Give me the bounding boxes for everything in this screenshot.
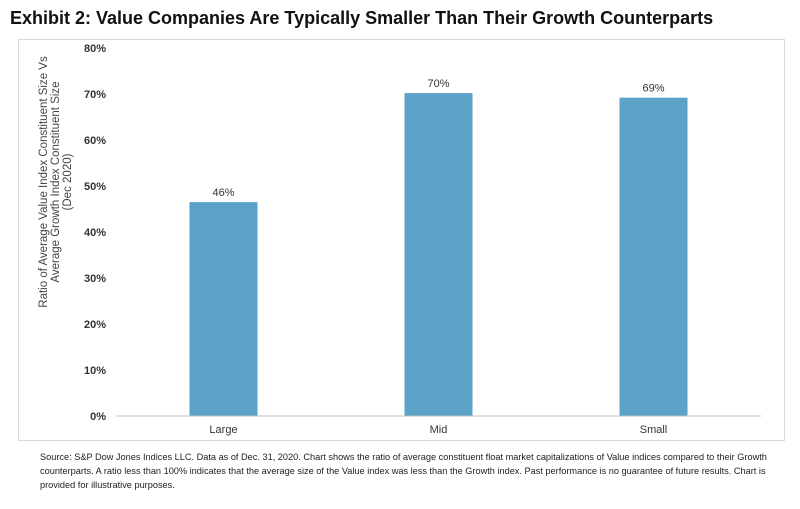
y-tick-label: 40% [84,227,106,239]
y-tick-label: 0% [90,411,106,423]
data-label-mid: 70% [427,78,449,90]
data-label-large: 46% [212,187,234,199]
x-tick-label-small: Small [640,424,668,436]
y-tick-label: 50% [84,181,106,193]
y-axis-label-line: Average Growth Index Constituent Size [50,81,62,282]
y-tick-label: 60% [84,135,106,147]
x-axis-ticks: Large Mid Small [209,424,667,436]
chart-frame: Ratio of Average Value Index Constituent… [18,39,785,441]
bar-small [619,97,688,417]
y-axis-label: Ratio of Average Value Index Constituent… [38,56,74,308]
y-tick-label: 70% [84,89,106,101]
y-tick-label: 10% [84,365,106,377]
y-axis-label-line: Ratio of Average Value Index Constituent… [38,56,50,308]
bars [189,93,688,417]
x-tick-label-mid: Mid [430,424,448,436]
x-tick-label-large: Large [209,424,237,436]
y-tick-label: 80% [84,43,106,55]
y-axis-label-line: (Dec 2020) [62,153,74,210]
data-label-small: 69% [642,83,664,95]
y-tick-label: 30% [84,273,106,285]
y-tick-label: 20% [84,319,106,331]
bar-mid [404,93,473,416]
bar-chart: Ratio of Average Value Index Constituent… [38,43,761,436]
bar-large [189,202,258,416]
chart-title: Exhibit 2: Value Companies Are Typically… [10,8,714,28]
y-axis-ticks: 0% 10% 20% 30% 40% 50% 60% 70% 80% [84,43,106,423]
source-note: Source: S&P Dow Jones Indices LLC. Data … [40,452,767,490]
data-labels: 46% 70% 69% [212,78,664,199]
